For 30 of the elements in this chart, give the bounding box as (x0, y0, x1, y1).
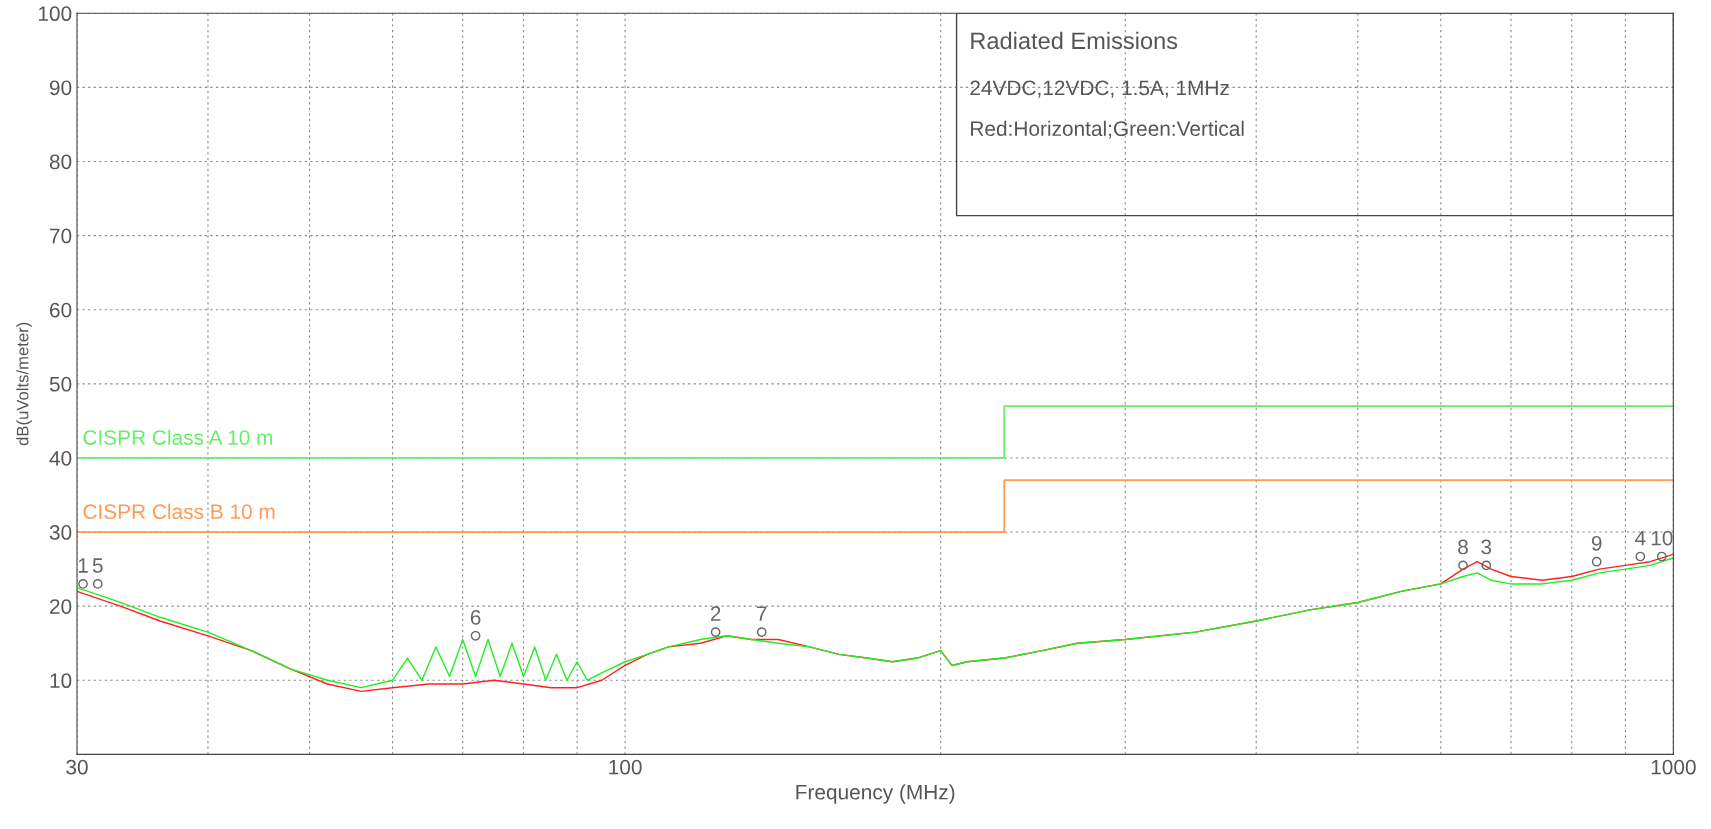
y-tick-label: 40 (49, 450, 72, 466)
annotation: 3 (1481, 539, 1492, 555)
annotation: 24VDC,12VDC, 1.5A, 1MHz (970, 80, 1229, 98)
annotation: 4 (1635, 530, 1646, 546)
annotation: 2 (710, 606, 721, 621)
annotation: 7 (757, 606, 767, 621)
y-tick-label: 10 (50, 673, 72, 689)
y-tick-label: 20 (50, 599, 72, 614)
y-tick-label: 80 (49, 154, 72, 170)
y-tick-label: 30 (49, 525, 72, 540)
annotation: 10 (1651, 530, 1673, 546)
annotation: 5 (92, 558, 103, 573)
x-tick-label: 100 (609, 759, 642, 775)
y-tick-label: 70 (50, 228, 72, 244)
annotation: 1 (78, 558, 88, 573)
annotation: 6 (470, 609, 481, 625)
y-tick-label: 100 (38, 6, 72, 22)
x-tick-label: 1000 (1651, 759, 1696, 775)
annotation: 9 (1591, 535, 1602, 551)
text: Radiated Emissions (971, 31, 1178, 50)
x-tick-label: 30 (66, 759, 88, 775)
y-axis-title: dB(uVolts/meter) (16, 322, 32, 446)
y-tick-label: 60 (50, 302, 72, 318)
annotation: Red:Horizontal;Green:Vertical (971, 120, 1244, 139)
x-axis-title: Frequency (MHz) (796, 784, 955, 804)
series-label: CISPR Class A 10 m (83, 429, 273, 445)
annotation: 8 (1458, 539, 1468, 555)
y-tick-label: 50 (49, 376, 72, 392)
y-tick-label: 90 (49, 80, 72, 96)
series-label: CISPR Class B 10 m (83, 503, 275, 520)
